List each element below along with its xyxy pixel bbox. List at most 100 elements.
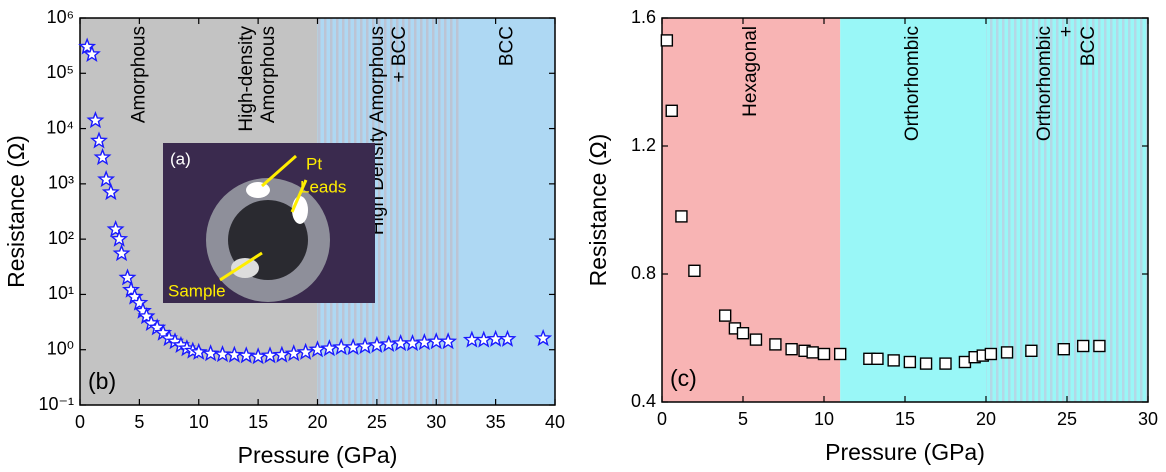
data-point xyxy=(237,346,256,364)
data-point xyxy=(718,309,732,322)
data-point xyxy=(86,111,105,129)
panel-label: (c) xyxy=(670,365,697,391)
x-tick-label: 5 xyxy=(738,409,748,429)
region-label: BCC xyxy=(1078,26,1099,66)
x-tick-label: 0 xyxy=(75,412,85,432)
data-point xyxy=(110,229,129,247)
data-point xyxy=(871,352,884,365)
x-tick-label: 30 xyxy=(1138,409,1158,429)
y-tick-label: 10⁰ xyxy=(47,338,74,358)
data-point xyxy=(817,347,831,361)
data-point xyxy=(78,37,97,55)
data-point xyxy=(939,357,952,370)
x-tick-label: 25 xyxy=(367,412,387,432)
data-point xyxy=(660,34,674,47)
region xyxy=(986,18,1148,402)
data-point xyxy=(534,328,553,347)
data-point xyxy=(903,355,917,369)
lead xyxy=(231,258,259,278)
data-point xyxy=(1025,344,1038,357)
backgrounds xyxy=(80,18,1148,405)
data-point xyxy=(201,344,220,362)
region xyxy=(840,18,986,402)
data-point xyxy=(122,280,141,298)
data-point xyxy=(688,264,701,277)
data-point xyxy=(439,332,458,350)
data-point xyxy=(675,210,688,223)
arrow xyxy=(290,179,308,213)
data-point xyxy=(498,329,517,347)
y-axis-label: Resistance (Ω) xyxy=(585,134,611,287)
data-point xyxy=(919,357,933,370)
x-axis-label: Pressure (GPa) xyxy=(238,442,398,468)
lead xyxy=(246,182,270,198)
data-point xyxy=(1093,339,1106,353)
data-point xyxy=(749,333,763,346)
y-tick-label: 1.2 xyxy=(631,135,656,155)
x-tick-label: 25 xyxy=(1057,409,1077,429)
region-label: High-density xyxy=(236,26,257,132)
y-tick-label: 0.8 xyxy=(631,263,656,283)
y-axis-label: Resistance (Ω) xyxy=(3,135,29,288)
data-point xyxy=(97,170,116,188)
data-point xyxy=(82,44,101,63)
data-point xyxy=(106,219,125,238)
y-tick-label: 1.6 xyxy=(631,7,656,27)
y-tick-label: 10⁶ xyxy=(47,7,74,27)
region-label: Amorphous xyxy=(128,26,149,123)
x-tick-label: 30 xyxy=(426,412,446,432)
y-tick-label: 10¹ xyxy=(48,283,74,303)
inset-label: Leads xyxy=(300,177,346,196)
region-label: Amorphous xyxy=(258,26,279,123)
data-point xyxy=(887,354,900,367)
panel-label: (b) xyxy=(88,368,116,394)
data-point xyxy=(118,268,137,286)
data-point xyxy=(1000,346,1014,359)
data-point xyxy=(984,347,998,361)
inset-photo: (a) Pt Leads Sample xyxy=(163,143,375,303)
inset-panel: (a) xyxy=(170,149,191,168)
region-label: Orthorhombic xyxy=(902,26,923,141)
data-point xyxy=(189,342,208,360)
data-point xyxy=(1076,339,1090,353)
arrow xyxy=(261,154,297,188)
data-point xyxy=(1057,343,1070,356)
y-tick-label: 10⁵ xyxy=(47,62,74,82)
x-tick-label: 10 xyxy=(814,409,834,429)
data-point xyxy=(296,342,315,360)
y-tick-label: 10² xyxy=(48,228,74,248)
data-point xyxy=(806,346,819,359)
region-label: + BCC xyxy=(389,26,410,83)
region xyxy=(460,18,555,405)
data-point xyxy=(93,148,112,166)
region-label: BCC xyxy=(497,26,518,66)
x-tick-label: 35 xyxy=(486,412,506,432)
arrow xyxy=(219,251,263,282)
x-tick-label: 15 xyxy=(895,409,915,429)
data-point xyxy=(137,306,156,325)
x-axis-label: Pressure (GPa) xyxy=(825,439,985,465)
region-label: Orthorhombic xyxy=(1034,26,1055,141)
region-label: + xyxy=(1056,26,1077,37)
data-point xyxy=(112,244,131,262)
data-point xyxy=(785,343,798,356)
inset-label: Pt xyxy=(306,154,322,173)
data-point xyxy=(130,293,149,311)
region-label: Hexagonal xyxy=(740,26,761,117)
x-tick-label: 20 xyxy=(307,412,327,432)
x-tick-label: 40 xyxy=(545,412,565,432)
x-tick-label: 5 xyxy=(134,412,144,432)
data-point xyxy=(736,327,750,340)
x-tick-label: 20 xyxy=(976,409,996,429)
data-point xyxy=(101,182,120,201)
x-tick-label: 0 xyxy=(657,409,667,429)
x-tick-label: 15 xyxy=(248,412,268,432)
y-tick-label: 10⁴ xyxy=(46,117,74,137)
y-tick-label: 10⁻¹ xyxy=(38,394,74,414)
data-point xyxy=(90,131,108,149)
data-point xyxy=(834,347,847,361)
inset-label: Sample xyxy=(168,281,226,300)
y-tick-label: 10³ xyxy=(48,173,74,193)
data-point xyxy=(769,338,782,351)
